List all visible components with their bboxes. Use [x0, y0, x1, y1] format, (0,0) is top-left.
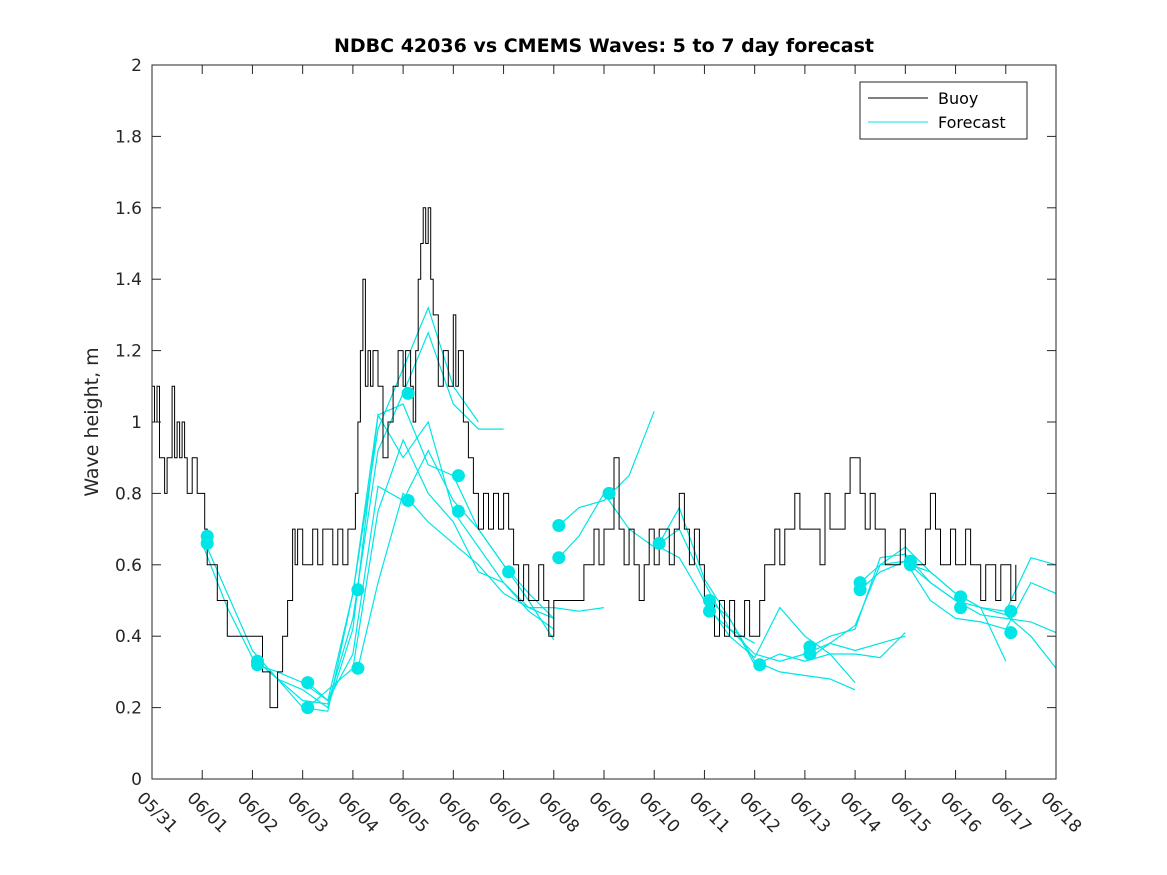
forecast-point-18 — [703, 604, 716, 618]
y-tick-label-10: 2 — [131, 56, 142, 76]
y-tick-label-5: 1 — [131, 413, 142, 433]
forecast-point-28 — [1004, 604, 1018, 618]
y-tick-label-7: 1.4 — [115, 270, 142, 290]
forecast-point-17 — [703, 594, 716, 607]
forecast-point-13 — [552, 519, 566, 532]
y-tick-label-6: 1.2 — [115, 342, 142, 362]
forecast-point-21 — [803, 647, 817, 661]
forecast-point-23 — [853, 583, 867, 597]
forecast-point-6 — [351, 583, 365, 597]
y-tick-label-1: 0.2 — [115, 699, 142, 719]
forecast-point-27 — [954, 601, 968, 615]
forecast-point-26 — [954, 590, 968, 604]
forecast-point-29 — [1004, 626, 1018, 640]
forecast-point-15 — [602, 486, 616, 500]
forecast-line-17 — [910, 556, 1057, 612]
forecast-point-5 — [301, 701, 315, 715]
forecast-point-25 — [903, 558, 917, 572]
buoy-line — [152, 207, 1017, 709]
y-tick-label-2: 0.4 — [115, 627, 142, 647]
forecast-line-6 — [558, 411, 655, 526]
forecast-point-3 — [251, 658, 264, 672]
forecast-point-12 — [502, 565, 516, 579]
series-layer — [152, 207, 1057, 715]
forecast-point-1 — [200, 536, 214, 550]
forecast-point-4 — [301, 676, 315, 690]
forecast-point-9 — [401, 494, 415, 507]
legend-label-forecast: Forecast — [938, 113, 1006, 132]
y-axis-label: Wave height, m — [81, 347, 103, 496]
legend-label-buoy: Buoy — [938, 89, 978, 108]
forecast-point-7 — [351, 661, 365, 675]
forecast-line-0 — [201, 331, 504, 705]
y-tick-label-3: 0.6 — [115, 556, 142, 576]
y-tick-label-4: 0.8 — [115, 484, 142, 504]
chart-title: NDBC 42036 vs CMEMS Waves: 5 to 7 day fo… — [334, 35, 874, 57]
forecast-point-14 — [552, 551, 566, 565]
forecast-line-10 — [658, 546, 856, 683]
forecast-point-11 — [451, 504, 465, 518]
y-tick-label-8: 1.6 — [115, 199, 142, 219]
legend: Buoy Forecast — [859, 81, 1028, 140]
forecast-line-11 — [709, 600, 906, 666]
y-tick-label-0: 0 — [131, 770, 142, 790]
forecast-point-8 — [401, 386, 415, 400]
forecast-point-10 — [451, 469, 465, 483]
forecast-point-16 — [652, 536, 666, 550]
y-tick-label-9: 1.8 — [115, 127, 142, 147]
forecast-line-8 — [357, 492, 605, 669]
forecast-point-19 — [753, 658, 767, 672]
legend-box — [859, 81, 1028, 140]
forecast-line-5 — [307, 438, 555, 709]
forecast-line-1 — [201, 306, 479, 712]
plot-area — [152, 65, 1056, 779]
